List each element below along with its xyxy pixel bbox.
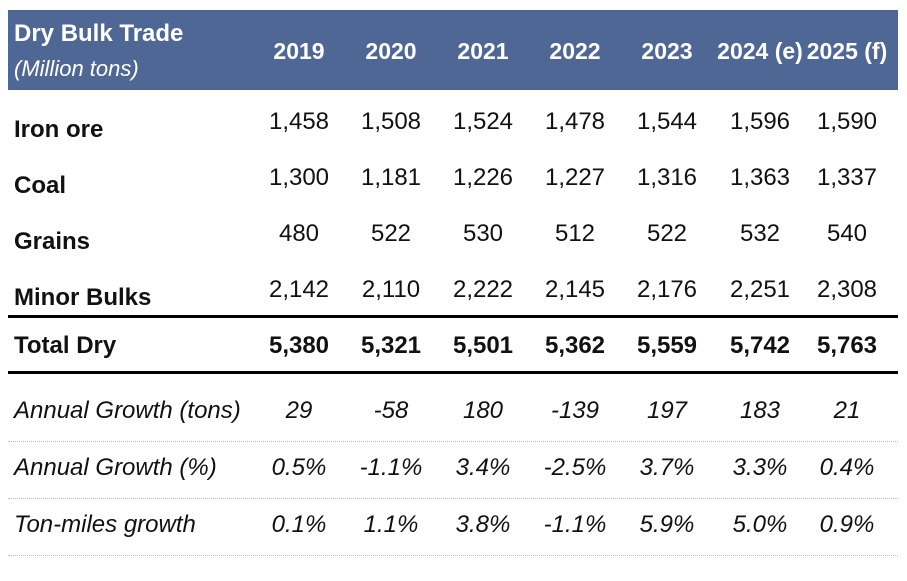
- table-cell: 2,222: [452, 276, 514, 303]
- year-header: 2020: [365, 38, 417, 64]
- table-row: Grains 480 522 530 512 522 532 540: [8, 218, 898, 258]
- table-subtitle: (Million tons): [14, 56, 139, 81]
- total-top-rule: [8, 315, 898, 318]
- table-row: Coal 1,300 1,181 1,226 1,227 1,316 1,363…: [8, 162, 898, 202]
- growth-label: Annual Growth (%): [14, 454, 217, 481]
- table-cell: 522: [646, 220, 688, 247]
- table-cell: 512: [554, 220, 596, 247]
- row-label: Iron ore: [14, 116, 104, 143]
- year-header: 2024 (e): [717, 38, 803, 64]
- growth-row: Annual Growth (tons) 29 -58 180 -139 197…: [8, 393, 898, 433]
- growth-cell: -1.1%: [543, 511, 607, 538]
- table-cell: 1,544: [636, 108, 698, 135]
- row-label: Coal: [14, 172, 67, 199]
- table-cell: 2,142: [268, 276, 330, 303]
- table-cell: 2,110: [361, 276, 421, 303]
- growth-cell: -58: [373, 397, 409, 424]
- table-cell: 1,337: [816, 164, 878, 191]
- table-cell: 540: [826, 220, 868, 247]
- total-cell: 5,501: [452, 332, 514, 359]
- growth-cell: 29: [285, 397, 313, 424]
- growth-row: Annual Growth (%) 0.5% -1.1% 3.4% -2.5% …: [8, 450, 898, 490]
- growth-cell: 1.1%: [363, 511, 419, 538]
- table-cell: 1,316: [636, 164, 698, 191]
- table-row: Iron ore 1,458 1,508 1,524 1,478 1,544 1…: [8, 106, 898, 146]
- total-bottom-rule: [8, 371, 898, 374]
- total-cell: 5,321: [360, 332, 422, 359]
- total-cell: 5,559: [636, 332, 698, 359]
- table-cell: 2,308: [816, 276, 878, 303]
- total-cell: 5,380: [268, 332, 330, 359]
- growth-row: Ton-miles growth 0.1% 1.1% 3.8% -1.1% 5.…: [8, 507, 898, 547]
- growth-cell: -139: [550, 397, 600, 424]
- table-cell: 2,176: [636, 276, 698, 303]
- table-cell: 2,145: [544, 276, 606, 303]
- total-cell: 5,362: [544, 332, 606, 359]
- growth-cell: -2.5%: [543, 454, 607, 481]
- growth-cell: 3.4%: [455, 454, 511, 481]
- year-header: 2022: [549, 38, 601, 64]
- table-cell: 1,590: [816, 108, 878, 135]
- total-row: Total Dry 5,380 5,321 5,501 5,362 5,559 …: [8, 328, 898, 368]
- growth-cell: 0.9%: [819, 511, 875, 538]
- growth-cell: 21: [833, 397, 861, 424]
- growth-cell: 180: [462, 397, 504, 424]
- table-row: Minor Bulks 2,142 2,110 2,222 2,145 2,17…: [8, 274, 898, 314]
- total-cell: 5,742: [729, 332, 791, 359]
- table-cell: 532: [739, 220, 781, 247]
- table-cell: 1,508: [360, 108, 422, 135]
- growth-label: Ton-miles growth: [14, 511, 196, 538]
- growth-cell: 3.8%: [455, 511, 511, 538]
- year-header: 2023: [641, 38, 693, 64]
- table-cell: 1,363: [729, 164, 791, 191]
- divider: [8, 441, 898, 442]
- table-title: Dry Bulk Trade: [14, 20, 184, 47]
- divider: [8, 498, 898, 499]
- row-label: Minor Bulks: [14, 284, 152, 311]
- table-cell: 1,181: [360, 164, 422, 191]
- total-cell: 5,763: [816, 332, 878, 359]
- growth-cell: 0.5%: [271, 454, 327, 481]
- year-header: 2025 (f): [806, 38, 888, 64]
- growth-cell: 197: [646, 397, 688, 424]
- table-cell: 1,524: [452, 108, 514, 135]
- divider: [8, 555, 898, 556]
- growth-label: Annual Growth (tons): [14, 397, 241, 424]
- growth-cell: 3.7%: [639, 454, 695, 481]
- growth-cell: 3.3%: [732, 454, 788, 481]
- table-header: Dry Bulk Trade (Million tons) 2019 2020 …: [8, 10, 898, 90]
- table-cell: 1,458: [268, 108, 330, 135]
- table-cell: 1,300: [268, 164, 330, 191]
- growth-cell: 5.0%: [732, 511, 788, 538]
- growth-cell: 0.1%: [271, 511, 327, 538]
- table-cell: 1,478: [544, 108, 606, 135]
- table-cell: 2,251: [729, 276, 791, 303]
- row-label: Grains: [14, 228, 91, 255]
- table-cell: 1,596: [729, 108, 791, 135]
- year-header: 2021: [457, 38, 509, 64]
- year-header: 2019: [273, 38, 325, 64]
- growth-cell: 5.9%: [639, 511, 695, 538]
- table-cell: 1,226: [452, 164, 514, 191]
- table-cell: 480: [278, 220, 320, 247]
- table-cell: 522: [370, 220, 412, 247]
- growth-cell: -1.1%: [359, 454, 423, 481]
- table-cell: 530: [462, 220, 504, 247]
- growth-cell: 0.4%: [819, 454, 875, 481]
- growth-cell: 183: [739, 397, 781, 424]
- total-label: Total Dry: [14, 332, 117, 359]
- table-cell: 1,227: [544, 164, 606, 191]
